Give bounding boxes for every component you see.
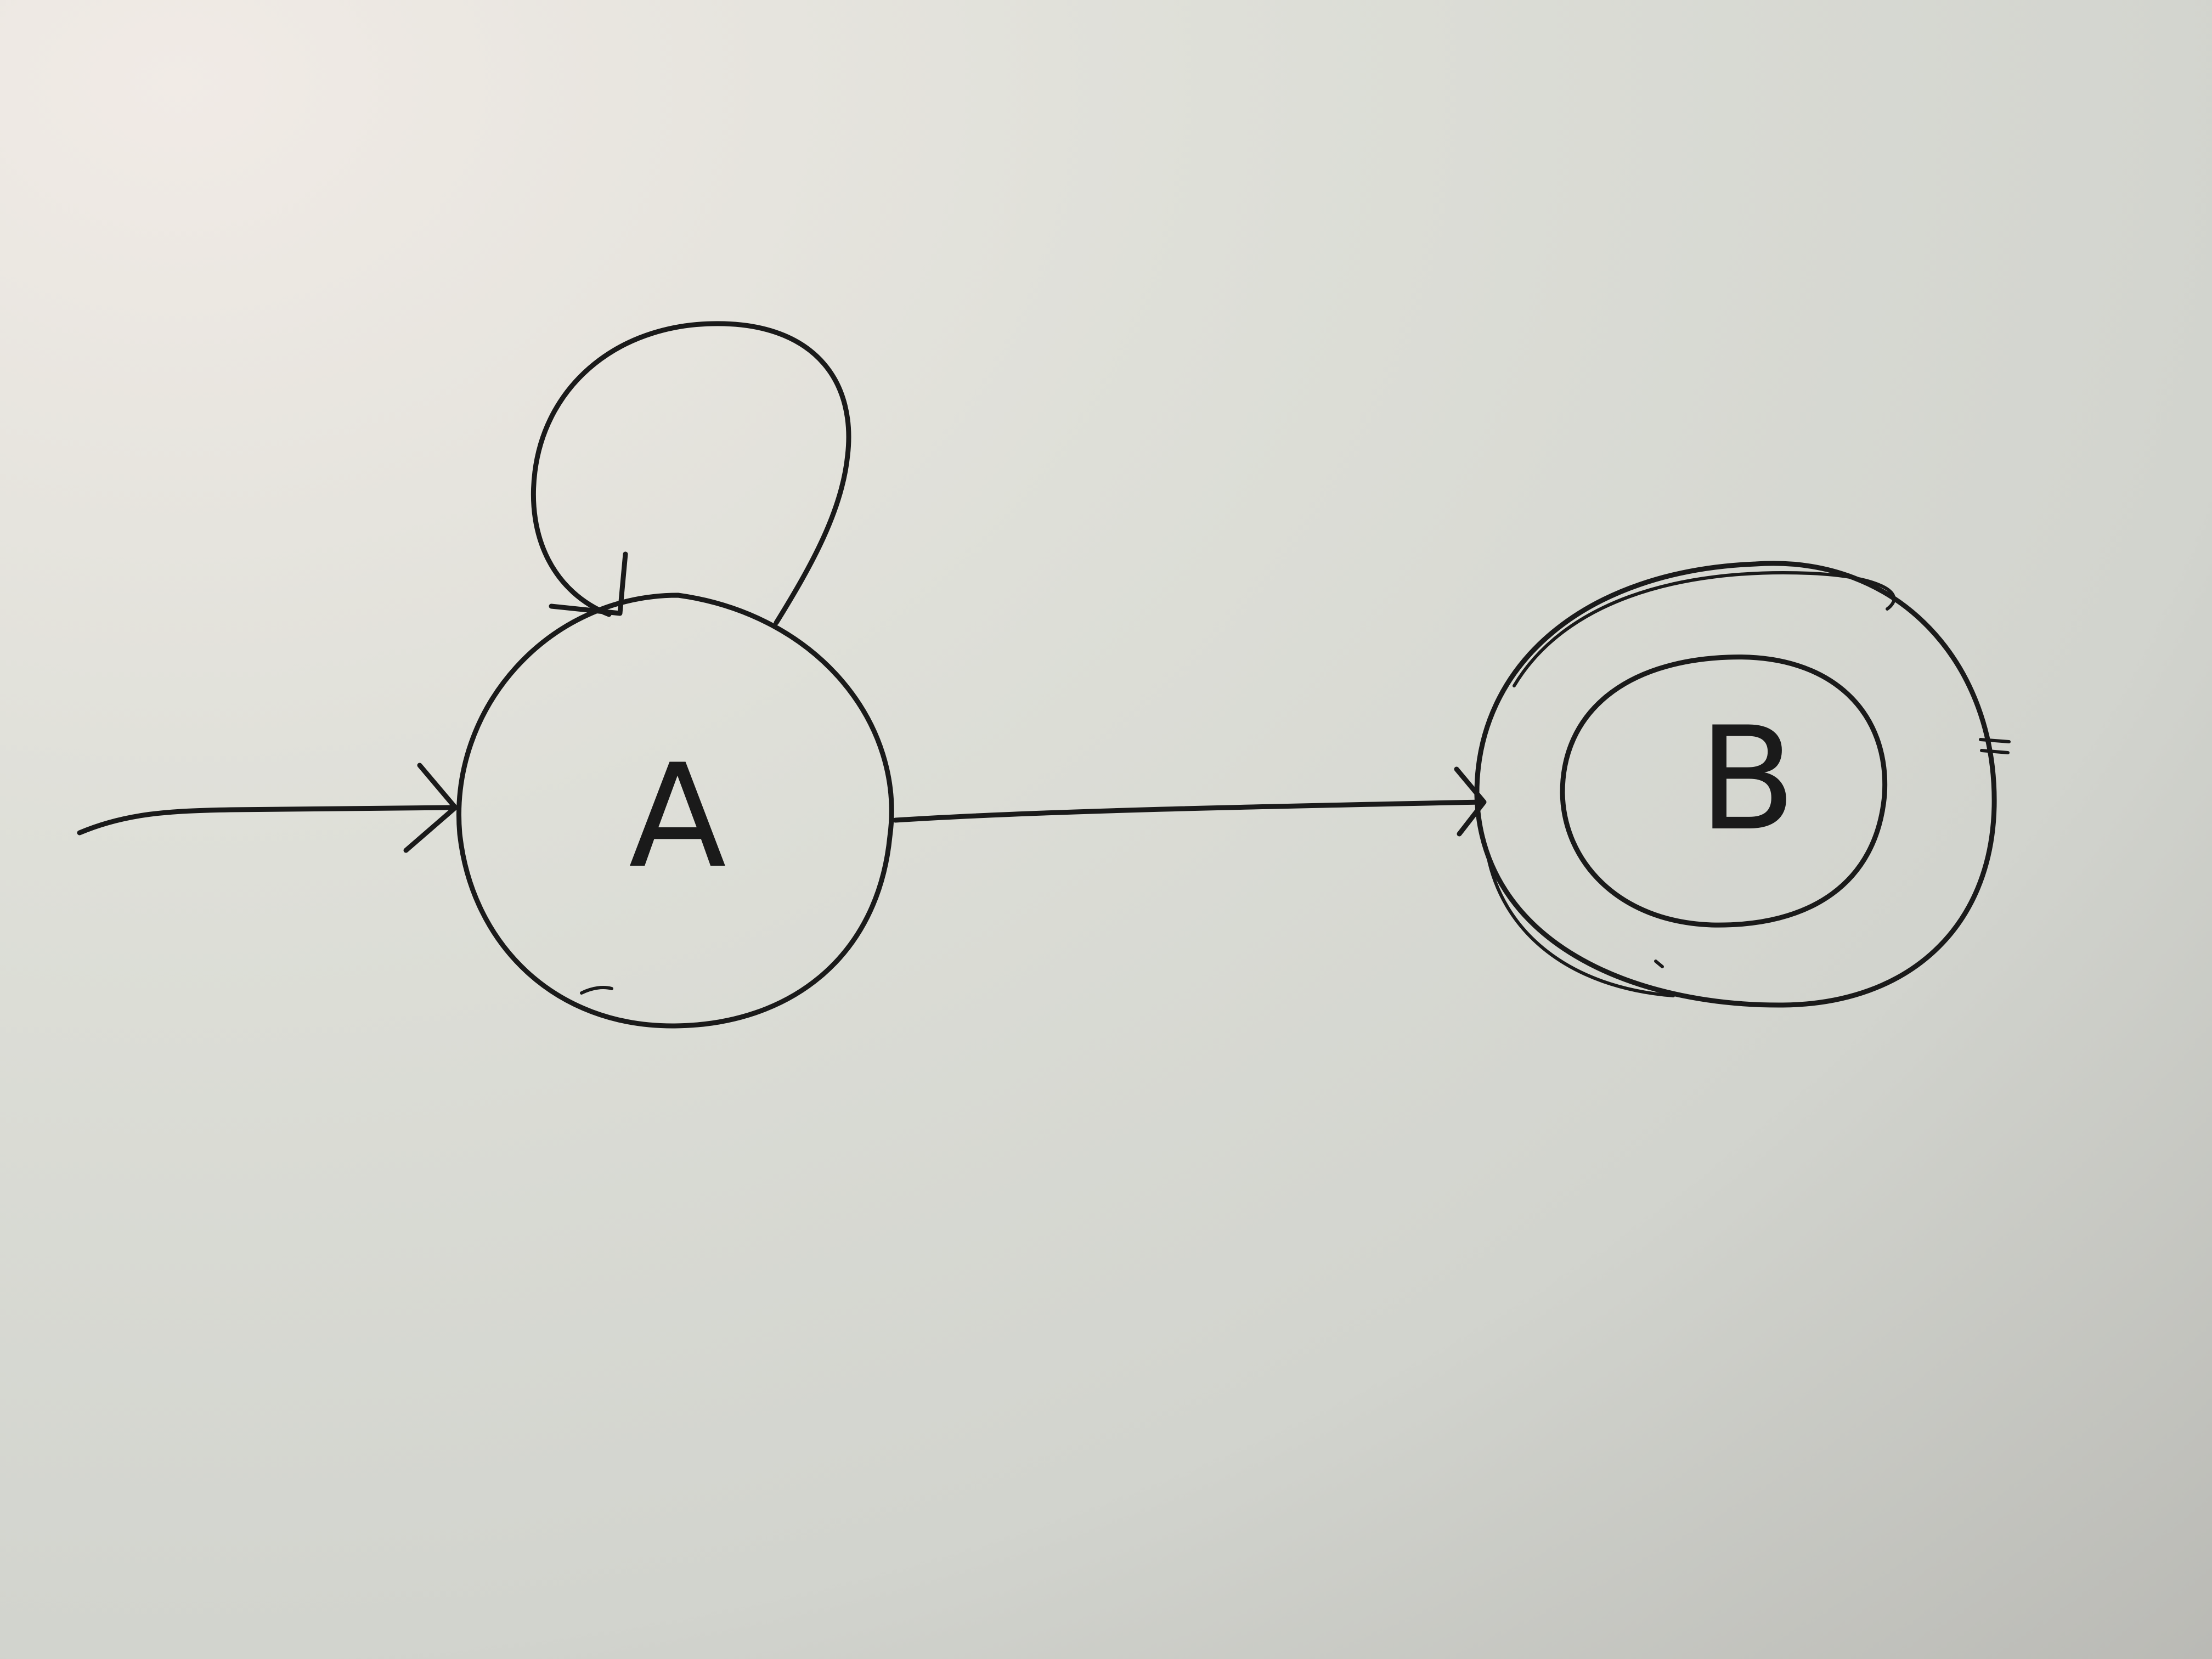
state-a-label: A — [629, 734, 727, 900]
state-b-outer-circle — [1474, 561, 1997, 1008]
state-b-inner-circle — [1560, 654, 1888, 928]
transition-a-to-b — [893, 766, 1487, 837]
state-b-label: B — [1699, 697, 1796, 862]
self-loop-a — [531, 321, 851, 625]
start-arrow — [77, 763, 458, 853]
state-a-circle — [456, 592, 894, 1029]
